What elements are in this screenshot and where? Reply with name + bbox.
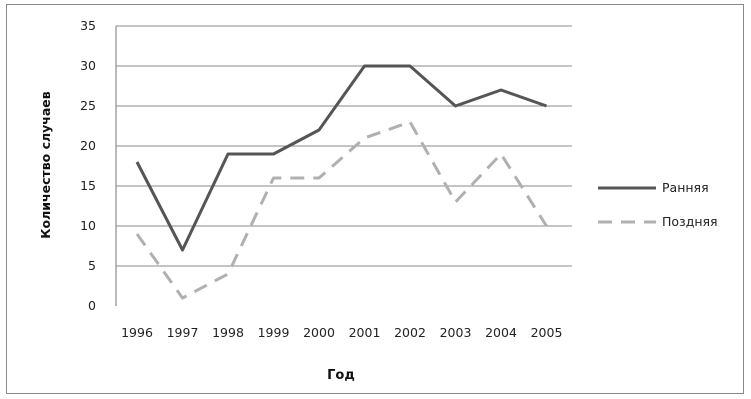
series-line-early bbox=[135, 64, 547, 252]
y-tick-label: 35 bbox=[80, 18, 96, 33]
legend-label: Поздняя bbox=[662, 214, 718, 229]
x-tick-label: 2000 bbox=[303, 325, 335, 340]
y-tick-label: 30 bbox=[80, 58, 96, 73]
x-tick-label: 2002 bbox=[394, 325, 426, 340]
x-axis-label: Год bbox=[327, 368, 355, 383]
y-axis-ticks: 0 5 10 15 20 25 30 35 bbox=[80, 18, 96, 313]
x-tick-label: 1999 bbox=[258, 325, 290, 340]
chart-frame bbox=[6, 4, 744, 394]
y-tick-label: 10 bbox=[80, 218, 96, 233]
x-tick-label: 2005 bbox=[531, 325, 563, 340]
series-lines bbox=[135, 64, 548, 300]
gridlines bbox=[115, 25, 572, 306]
y-axis-label: Количество случаев bbox=[38, 91, 53, 238]
x-axis-ticks: 1996 1997 1998 1999 2000 2001 2002 2003 2004 2005 bbox=[121, 325, 562, 340]
x-tick-label: 1997 bbox=[167, 325, 199, 340]
series-line-late bbox=[135, 120, 548, 300]
y-tick-label: 5 bbox=[88, 258, 96, 273]
y-tick-label: 0 bbox=[88, 298, 96, 313]
legend-label: Ранняя bbox=[662, 180, 709, 195]
x-tick-label: 1998 bbox=[212, 325, 244, 340]
y-tick-label: 25 bbox=[80, 98, 96, 113]
legend: Ранняя Поздняя bbox=[598, 180, 718, 229]
x-tick-label: 1996 bbox=[121, 325, 153, 340]
x-tick-label: 2001 bbox=[349, 325, 381, 340]
x-tick-label: 2004 bbox=[485, 325, 517, 340]
y-tick-label: 15 bbox=[80, 178, 96, 193]
y-tick-label: 20 bbox=[80, 138, 96, 153]
x-tick-label: 2003 bbox=[440, 325, 472, 340]
